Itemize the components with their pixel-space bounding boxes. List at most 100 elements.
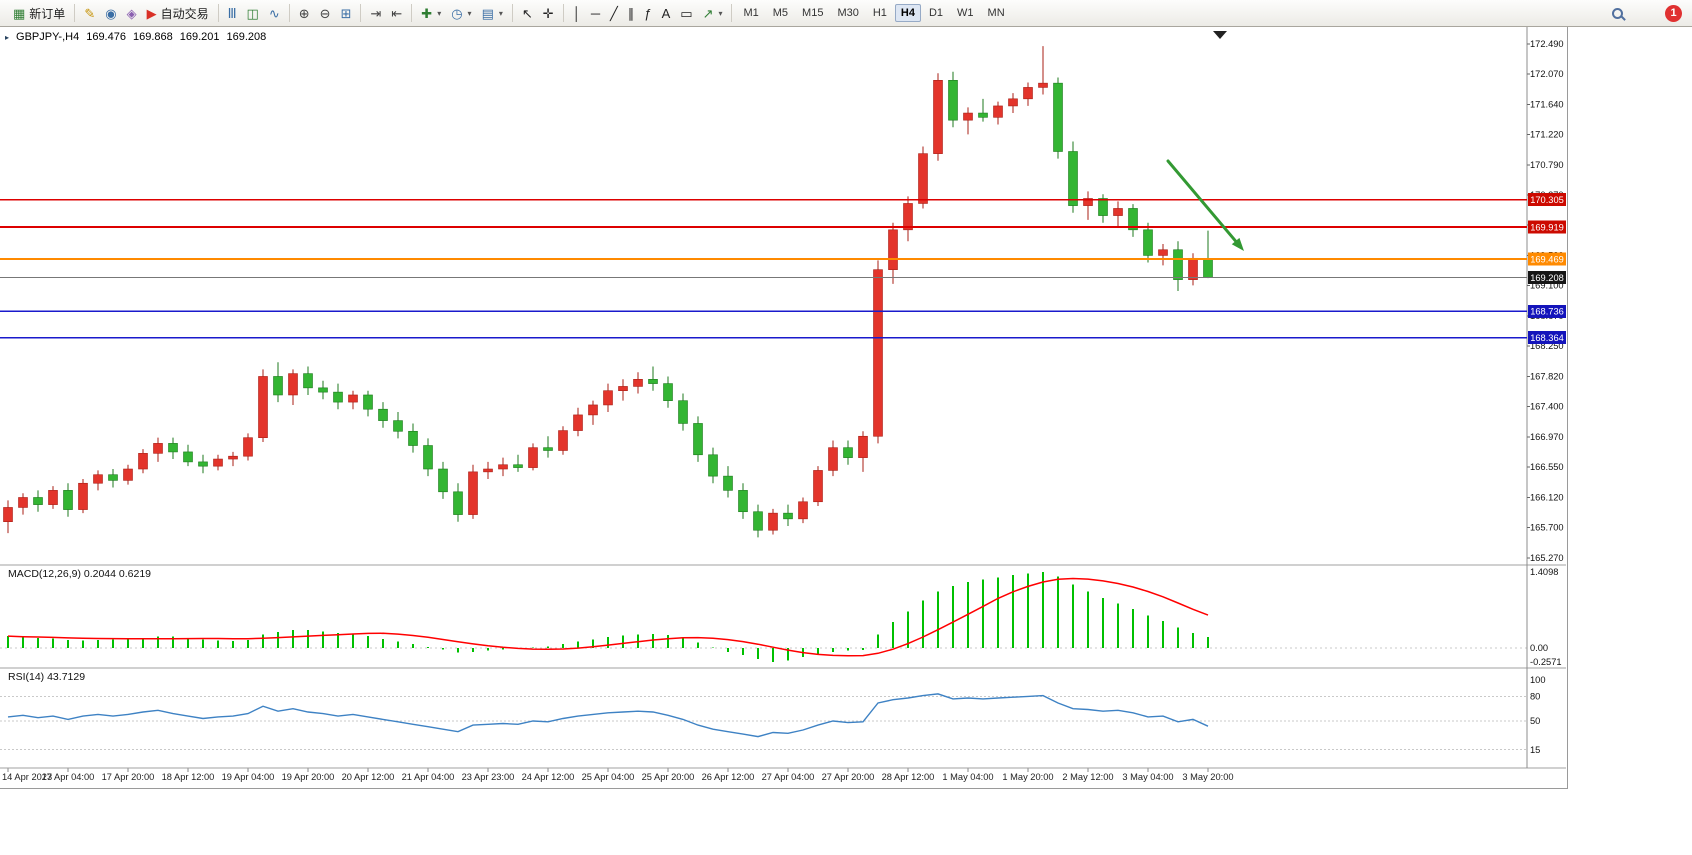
crosshair-icon: ✛: [542, 5, 554, 21]
price-tick-label: 165.270: [1530, 553, 1564, 563]
auto-scroll-icon: ⇥: [370, 5, 382, 21]
timeframe-m1[interactable]: M1: [743, 7, 759, 19]
new-order-button[interactable]: ▦ 新订单: [9, 3, 69, 24]
arrows-button[interactable]: ↗ ▾: [699, 3, 727, 24]
price-badge: 169.208: [1528, 271, 1566, 285]
dropdown-caret-icon: ▾: [718, 8, 723, 18]
trendline-icon: ╱: [610, 5, 618, 21]
trendline-button[interactable]: ╱: [606, 3, 622, 24]
group-cursor: ↖ ✛: [513, 3, 563, 24]
cursor-icon: ↖: [521, 5, 533, 21]
chart-shift-icon: ⇤: [391, 5, 403, 21]
horizontal-line-icon: ─: [590, 5, 601, 21]
auto-trading-icon: ▶: [146, 5, 157, 21]
zoom-out-icon: ⊖: [319, 5, 331, 21]
clock-icon: ◷: [451, 5, 463, 21]
horizontal-line-button[interactable]: ─: [587, 3, 604, 24]
cursor-button[interactable]: ↖: [518, 3, 537, 24]
time-label: 21 Apr 04:00: [402, 772, 455, 782]
time-label: 20 Apr 12:00: [342, 772, 395, 782]
line-chart-icon: ∿: [268, 5, 280, 21]
chart-high-value: 169.868: [132, 31, 173, 43]
group-chart-type: Ⅲ ◫ ∿: [219, 3, 289, 24]
candlestick-chart-button[interactable]: ◫: [243, 3, 263, 24]
group-new-order: ▦ 新订单: [4, 3, 74, 24]
timeframe-m15[interactable]: M15: [802, 7, 824, 19]
channel-icon: ∥: [627, 5, 635, 21]
market-button[interactable]: ◈: [123, 3, 141, 24]
macd-label: MACD(12,26,9) 0.2044 0.6219: [8, 568, 151, 580]
time-label: 18 Apr 12:00: [162, 772, 215, 782]
trend-arrow-object[interactable]: [1166, 159, 1244, 251]
svg-text:100: 100: [1530, 675, 1546, 685]
dropdown-caret-icon: ▾: [467, 8, 472, 18]
svg-text:0.00: 0.00: [1530, 643, 1548, 653]
notification-badge[interactable]: 1: [1665, 4, 1682, 22]
profiles-button[interactable]: ◉: [101, 3, 120, 24]
timeframe-d1[interactable]: D1: [928, 7, 944, 19]
indicators-button[interactable]: ✚ ▾: [417, 3, 445, 24]
arrow-symbol-icon: ↗: [702, 5, 714, 21]
metaeditor-button[interactable]: ✎: [80, 3, 99, 24]
crosshair-button[interactable]: ✛: [539, 3, 558, 24]
tile-windows-button[interactable]: ⊞: [337, 3, 356, 24]
chart-shift-button[interactable]: ⇤: [387, 3, 406, 24]
new-order-icon: ▦: [13, 5, 26, 21]
time-label: 26 Apr 12:00: [702, 772, 755, 782]
chart-canvas[interactable]: 1.4098 0.00 -0.2571 MACD(12,26,9) 0.2044 0.…: [0, 27, 1566, 787]
text-button[interactable]: A: [658, 3, 675, 24]
price-tick-label: 168.250: [1530, 341, 1564, 351]
periods-button[interactable]: ◷ ▾: [447, 3, 475, 24]
timeframe-mn[interactable]: MN: [987, 7, 1005, 19]
time-label: 23 Apr 23:00: [462, 772, 515, 782]
chart-shift-marker[interactable]: [1213, 31, 1227, 39]
time-label: 2 May 12:00: [1062, 772, 1113, 782]
timeframe-m30[interactable]: M30: [837, 7, 859, 19]
indicators-icon: ✚: [421, 5, 433, 21]
zoom-out-button[interactable]: ⊖: [316, 3, 335, 24]
bar-chart-button[interactable]: Ⅲ: [224, 3, 241, 24]
main-toolbar: ▦ 新订单 ✎ ◉ ◈ ▶ 自动交易 Ⅲ ◫ ∿ ⊕ ⊖ ⊞ ⇥ ⇤ ✚ ▾ ◷ ▾ ▤ ▾ ↖ ✛ │ ─ ╱ ∥ ƒ A ▭ ↗ ▾ M1 M…: [0, 0, 1692, 27]
macd-indicator: 1.4098 0.00 -0.2571 MACD(12,26,9) 0.2044 0.…: [0, 567, 1562, 667]
line-chart-button[interactable]: ∿: [265, 3, 284, 24]
timeframe-m5[interactable]: M5: [772, 7, 789, 19]
chart-open-value: 169.476: [86, 31, 126, 43]
channel-button[interactable]: ∥: [624, 3, 639, 24]
dropdown-caret-icon: ▾: [437, 8, 442, 18]
one-click-trading-toggle[interactable]: ▸: [5, 32, 10, 42]
price-tick-label: 166.120: [1530, 493, 1564, 503]
timeframe-h4[interactable]: H4: [894, 4, 921, 22]
price-tick-label: 167.820: [1530, 372, 1564, 382]
timeframe-w1[interactable]: W1: [957, 7, 974, 19]
auto-trading-button-label: 自动交易: [160, 6, 209, 21]
toolbar-separator: [74, 4, 76, 22]
price-tick-label: 172.070: [1530, 69, 1564, 79]
fibonacci-button[interactable]: ƒ: [640, 3, 655, 24]
price-tick-label: 166.970: [1530, 432, 1564, 442]
label-icon: ▭: [680, 5, 693, 21]
zoom-in-icon: ⊕: [298, 5, 310, 21]
price-scale[interactable]: 172.490 172.070 171.640 171.220 170.790 170.3…: [1526, 27, 1566, 768]
metaeditor-icon: ✎: [84, 5, 96, 21]
label-button[interactable]: ▭: [676, 3, 696, 24]
auto-scroll-button[interactable]: ⇥: [366, 3, 385, 24]
timeframe-h1[interactable]: H1: [872, 7, 887, 19]
profiles-icon: ◉: [105, 5, 117, 21]
vertical-line-button[interactable]: │: [569, 3, 585, 24]
chart-window[interactable]: ▸ GBPJPY-,H4 169.476 169.868 169.201 169…: [0, 27, 1568, 789]
svg-text:169.469: 169.469: [1530, 254, 1564, 264]
time-label: 17 Apr 04:00: [42, 772, 95, 782]
candlestick-chart-icon: ◫: [246, 5, 259, 21]
search-icon[interactable]: [1612, 7, 1623, 19]
auto-trading-button[interactable]: ▶ 自动交易: [143, 3, 213, 24]
price-tick-label: 166.550: [1530, 462, 1564, 472]
toolbar-separator: [360, 4, 362, 22]
tile-windows-icon: ⊞: [340, 5, 352, 21]
candlestick-series: [3, 46, 1213, 538]
zoom-in-button[interactable]: ⊕: [295, 3, 314, 24]
templates-button[interactable]: ▤ ▾: [478, 3, 507, 24]
time-label: 27 Apr 04:00: [762, 772, 815, 782]
toolbar-separator: [288, 4, 290, 22]
text-icon: A: [661, 5, 671, 21]
